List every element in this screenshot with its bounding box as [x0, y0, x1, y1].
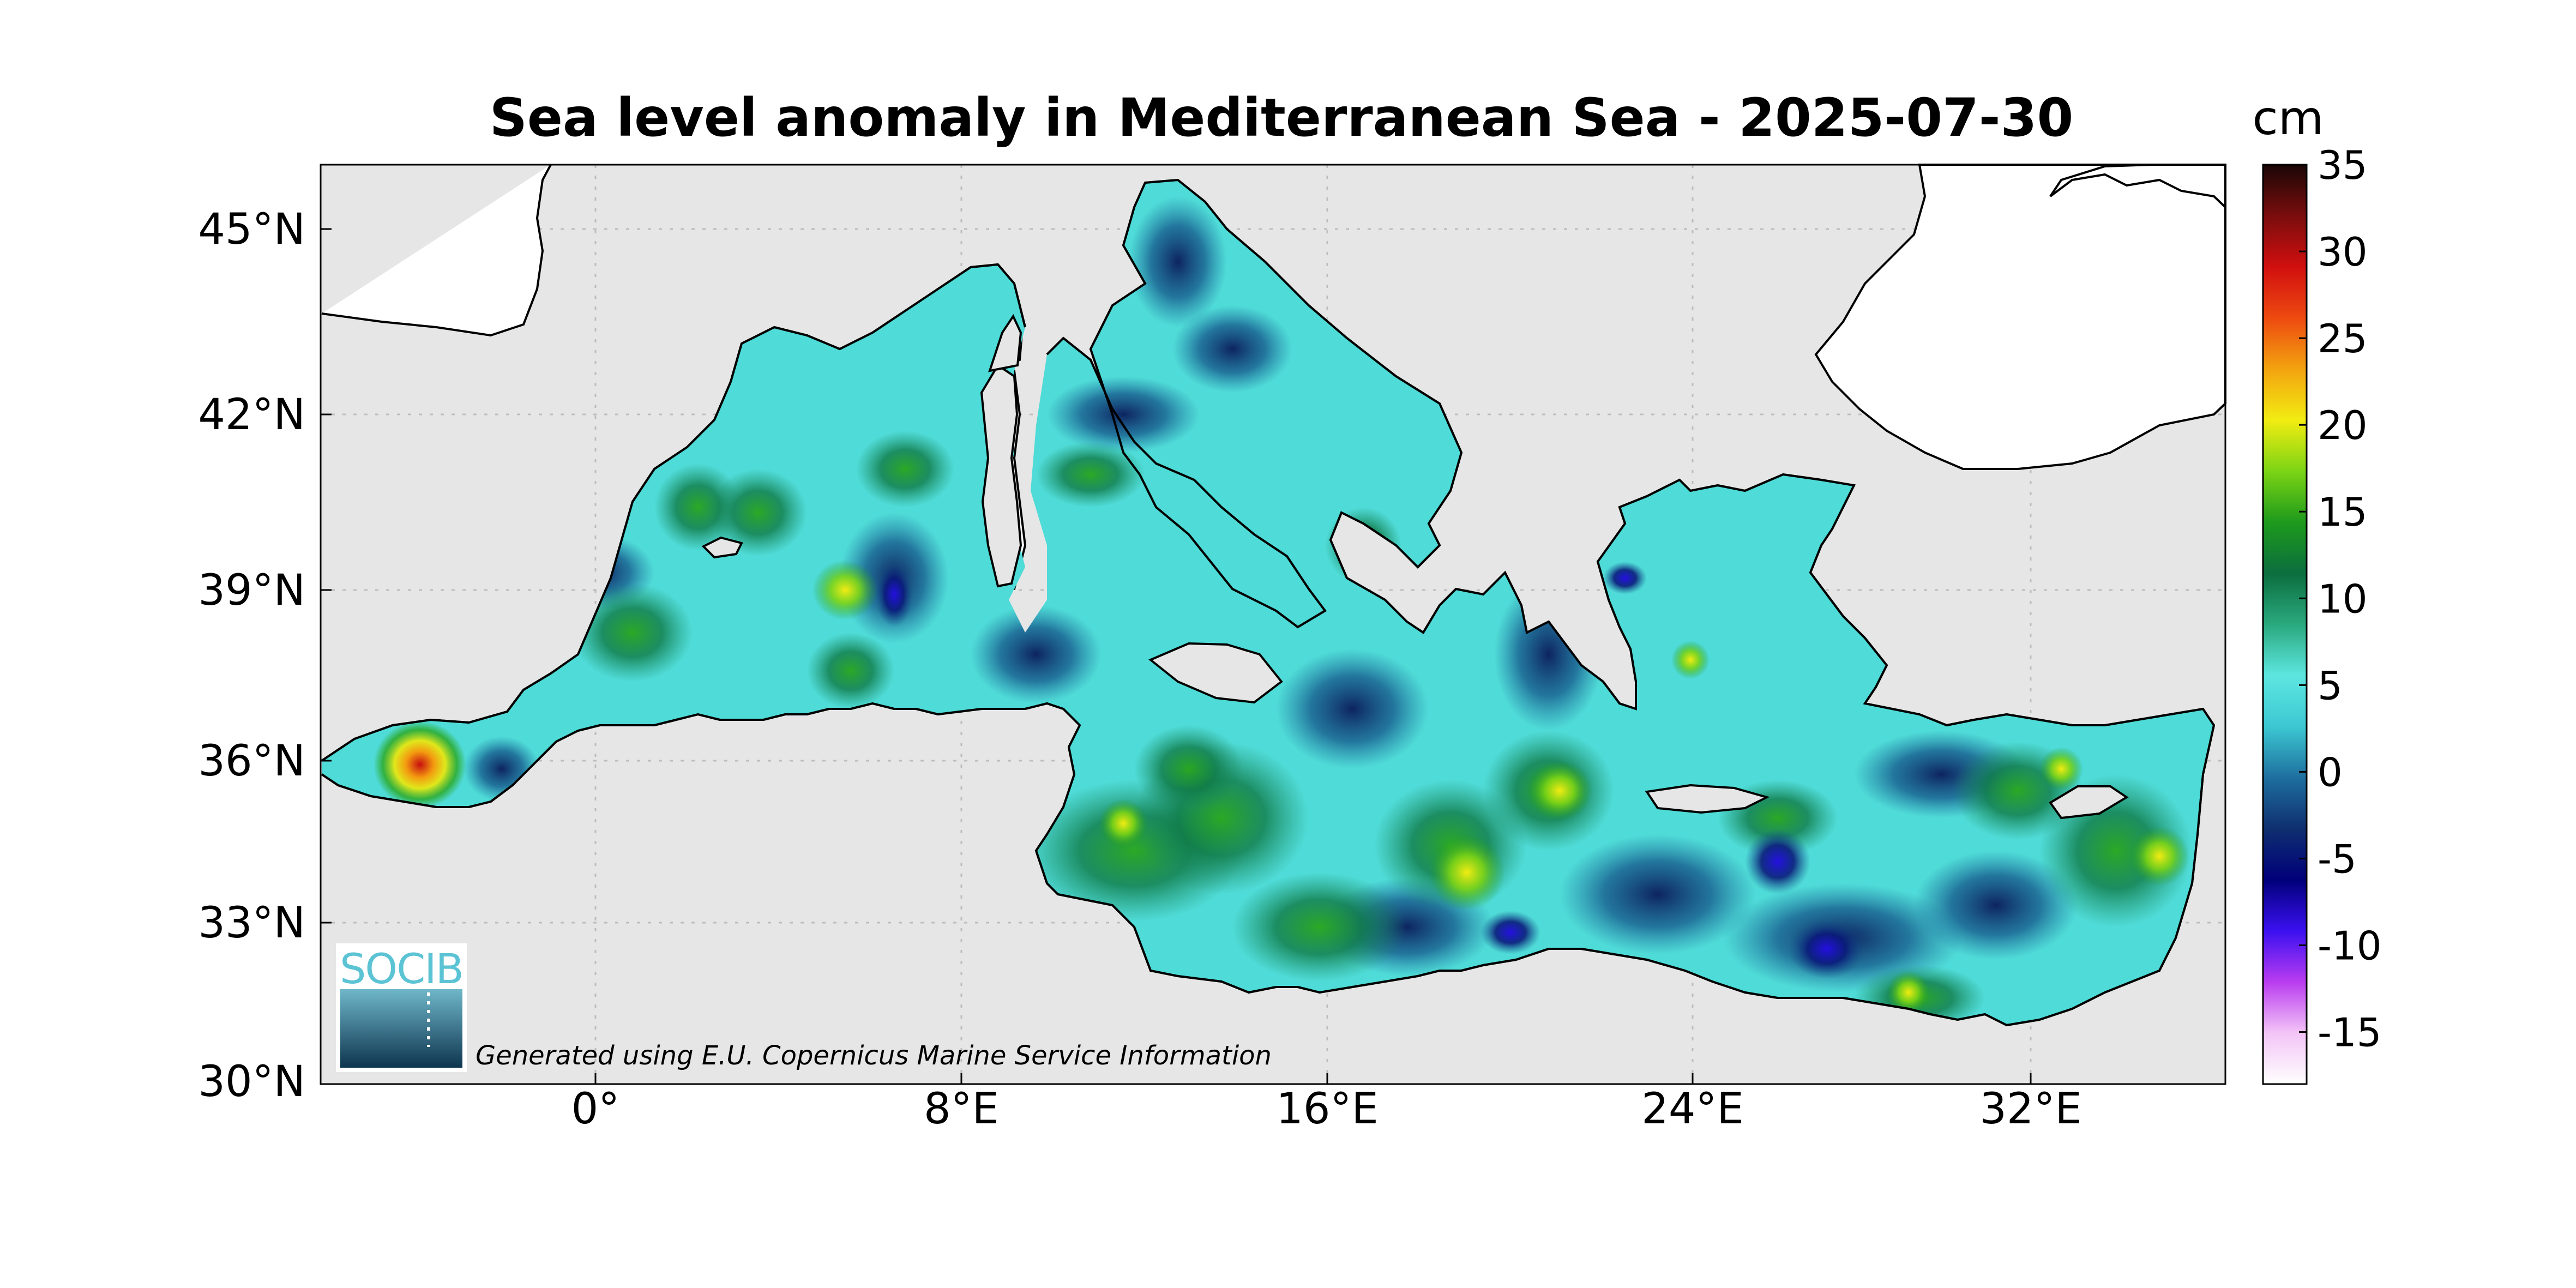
colorbar-tick-label: 5	[2318, 663, 2343, 708]
coastline	[321, 178, 2216, 1027]
colorbar-tick-label: 15	[2318, 489, 2368, 535]
y-tick-label: 45°N	[198, 205, 305, 254]
x-axis-labels: 0° 8°E 16°E 24°E 32°E	[571, 1085, 2082, 1134]
colorbar-tick-label: 0	[2318, 749, 2343, 795]
y-tick-label: 30°N	[198, 1057, 305, 1106]
y-axis-labels: 45°N 42°N 39°N 36°N 33°N 30°N	[198, 205, 305, 1106]
colorbar-unit: cm	[2252, 91, 2324, 146]
colorbar: cm 35 30 25 20 15 10 5 0 -5 -10 -15	[2252, 91, 2382, 1085]
axis-tick-marks	[321, 228, 2032, 1084]
map-border	[320, 164, 2226, 1085]
islands	[701, 314, 2129, 820]
x-tick-label: 24°E	[1641, 1085, 1744, 1134]
land-crimea	[2049, 164, 2226, 210]
x-tick-label: 16°E	[1276, 1085, 1379, 1134]
land-france-coast	[321, 164, 552, 337]
x-tick-label: 8°E	[924, 1085, 999, 1134]
island-mallorca	[701, 536, 743, 559]
colorbar-tick-label: -5	[2318, 836, 2357, 882]
land-balkans-north	[1814, 164, 2226, 470]
logo-text: SOCIB	[340, 944, 464, 993]
x-tick-label: 32°E	[1979, 1085, 2082, 1134]
colorbar-ticks: 35 30 25 20 15 10 5 0 -5 -10 -15	[2299, 142, 2382, 1056]
island-cyprus	[2049, 785, 2129, 820]
colorbar-scale	[2262, 164, 2308, 1085]
y-tick-label: 36°N	[198, 737, 305, 786]
island-sicily	[1148, 642, 1283, 704]
y-tick-label: 33°N	[198, 899, 305, 948]
island-crete	[1645, 784, 1770, 814]
socib-logo-graphic	[336, 943, 467, 1072]
credit-text: Generated using E.U. Copernicus Marine S…	[476, 1040, 1272, 1071]
y-tick-label: 42°N	[198, 390, 305, 440]
island-corsica	[988, 314, 1022, 372]
colorbar-tick-label: -10	[2318, 923, 2382, 969]
colorbar-tick-label: 10	[2318, 576, 2368, 622]
map-title: Sea level anomaly in Mediterranean Sea -…	[489, 87, 2074, 148]
x-tick-label: 0°	[571, 1085, 620, 1134]
colorbar-tick-label: 20	[2318, 402, 2368, 448]
colorbar-tick-label: 25	[2318, 316, 2368, 362]
colorbar-tick-label: -15	[2318, 1010, 2382, 1056]
colorbar-tick-label: 35	[2318, 142, 2368, 188]
socib-logo: SOCIB	[336, 943, 467, 1072]
island-sardinia	[980, 364, 1022, 588]
colorbar-tick-label: 30	[2318, 229, 2368, 275]
y-tick-label: 39°N	[198, 566, 305, 615]
